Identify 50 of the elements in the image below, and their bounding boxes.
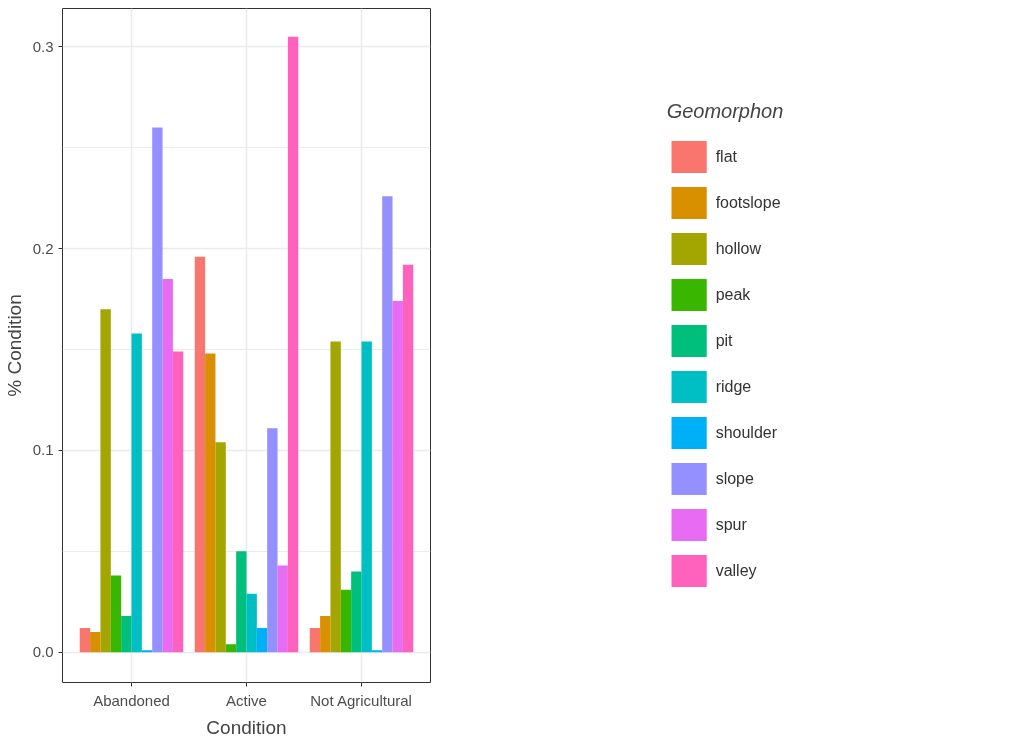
legend-label: shoulder — [715, 423, 777, 442]
legend-label: valley — [715, 561, 757, 580]
bar — [351, 571, 362, 653]
bar — [320, 615, 331, 653]
bar — [110, 575, 122, 653]
bar — [79, 628, 91, 653]
bar — [402, 264, 414, 653]
bar — [100, 309, 111, 653]
legend-label: ridge — [715, 377, 752, 396]
bar — [361, 341, 372, 653]
y-tick-label: 0.0 — [32, 643, 54, 661]
bar — [382, 196, 393, 653]
bar — [309, 628, 321, 653]
bar — [277, 565, 288, 653]
bar — [236, 551, 247, 653]
x-tick-label: Not Agricultural — [310, 691, 412, 709]
legend-label: slope — [715, 469, 754, 488]
bar — [256, 628, 268, 653]
bar — [131, 333, 142, 653]
x-axis-title: Condition — [206, 716, 287, 738]
x-tick-label: Abandoned — [93, 691, 170, 709]
legend-label: pit — [715, 331, 734, 350]
bar — [330, 341, 341, 653]
legend-label: footslope — [715, 193, 781, 212]
bar — [205, 353, 216, 653]
y-tick-label: 0.3 — [32, 37, 54, 55]
legend-label: spur — [715, 515, 747, 534]
bar — [141, 650, 153, 653]
bar — [392, 301, 403, 653]
bar — [246, 593, 257, 653]
bar — [371, 650, 383, 653]
y-tick-label: 0.2 — [32, 239, 54, 257]
bar — [287, 36, 299, 653]
legend-label: hollow — [715, 239, 761, 258]
bar — [194, 256, 206, 653]
bar — [90, 632, 101, 653]
y-axis-title: % Condition — [3, 294, 25, 397]
bar — [267, 428, 278, 653]
bar — [225, 644, 237, 653]
legend-label: flat — [715, 147, 737, 166]
x-tick-label: Active — [226, 691, 267, 709]
bar — [340, 589, 352, 653]
bar — [152, 127, 163, 653]
bar — [172, 351, 184, 653]
bar — [121, 615, 132, 653]
legend-label: peak — [715, 285, 751, 304]
bar — [162, 278, 173, 653]
bar — [215, 442, 226, 653]
legend-title: Geomorphon — [666, 99, 784, 123]
y-tick-label: 0.1 — [32, 441, 54, 459]
